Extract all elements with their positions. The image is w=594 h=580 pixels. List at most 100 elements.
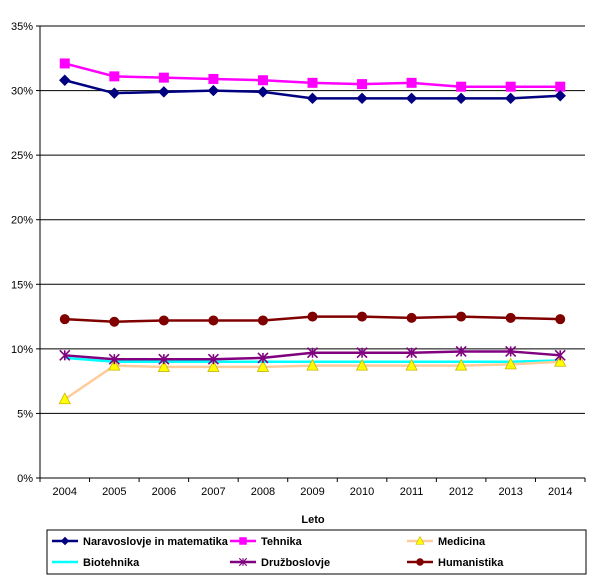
data-point (59, 314, 70, 325)
legend-label: Humanistika (438, 557, 504, 569)
legend-marker (238, 557, 248, 567)
data-point (554, 349, 566, 361)
x-tick-label: 2004 (53, 486, 77, 498)
data-point (356, 347, 368, 359)
data-point (207, 84, 220, 97)
data-point (554, 354, 567, 367)
x-tick-label: 2009 (300, 486, 324, 498)
legend-item: Medicina (407, 535, 486, 548)
legend-marker (60, 536, 70, 546)
data-point (59, 74, 71, 86)
data-point (355, 358, 369, 371)
y-tick-labels: 0% 5% 10% 15% 20% 25% 30% 35% (11, 21, 33, 485)
x-tick-label: 2011 (400, 486, 424, 498)
data-point (505, 312, 516, 323)
series-medicina (58, 354, 567, 405)
legend-label: Družboslovje (261, 557, 330, 569)
y-tick-label: 35% (11, 21, 33, 33)
series-lines (58, 58, 567, 405)
legend-label: Medicina (438, 536, 486, 548)
x-tick-label: 2012 (449, 486, 473, 498)
data-point (207, 353, 219, 365)
x-tick-label: 2013 (498, 486, 522, 498)
data-point (306, 92, 319, 105)
data-point (158, 72, 169, 83)
data-point (406, 312, 417, 323)
data-point (405, 92, 418, 105)
data-point (108, 87, 121, 99)
data-point (306, 347, 319, 359)
data-point (109, 316, 120, 327)
legend-item: Naravoslovje in matematika (52, 536, 229, 548)
x-tick-label: 2014 (548, 486, 572, 498)
y-tick-label: 0% (17, 473, 33, 485)
x-tick-label: 2005 (102, 486, 126, 498)
data-point (158, 315, 169, 326)
data-point (58, 392, 71, 405)
legend-label: Biotehnika (83, 557, 140, 569)
series-humanistika (59, 311, 566, 327)
data-point (307, 77, 318, 88)
x-tick-label: 2010 (350, 486, 374, 498)
data-point (456, 311, 467, 322)
data-point (158, 86, 170, 98)
series-dru-boslovje (59, 345, 566, 365)
data-point (455, 92, 467, 105)
legend-label: Tehnika (261, 536, 303, 548)
data-point (455, 345, 467, 358)
legend-marker (415, 535, 425, 545)
data-point (406, 347, 418, 359)
legend-marker (416, 558, 424, 566)
data-point (505, 81, 516, 92)
data-point (257, 315, 268, 326)
y-tick-label: 15% (11, 279, 33, 291)
legend: Naravoslovje in matematika Tehnika Medicin… (46, 529, 587, 575)
data-point (405, 358, 418, 371)
data-point (59, 349, 71, 361)
data-point (505, 345, 517, 358)
data-point (406, 77, 417, 88)
data-point (59, 58, 70, 69)
data-point (257, 75, 268, 86)
data-point (357, 311, 368, 322)
data-point (158, 353, 170, 365)
data-point (307, 311, 318, 322)
data-point (108, 353, 120, 365)
data-point (357, 79, 368, 90)
data-point (504, 357, 517, 370)
x-axis-title: Leto (301, 514, 325, 526)
legend-item: Tehnika (230, 536, 303, 548)
data-point (454, 358, 468, 371)
gridlines (40, 25, 585, 414)
x-tick-labels: 2004 2005 2006 2007 2008 2009 2010 2011 2012 2013… (53, 486, 573, 498)
y-tick-label: 25% (11, 150, 33, 162)
legend-item: Humanistika (407, 557, 504, 569)
data-point (456, 81, 467, 92)
x-tick-label: 2008 (251, 486, 275, 498)
data-point (256, 360, 270, 372)
axes (36, 25, 586, 482)
data-point (555, 314, 566, 325)
legend-item: Biotehnika (52, 557, 140, 569)
y-tick-label: 5% (17, 408, 33, 420)
y-tick-label: 10% (11, 344, 33, 356)
data-point (157, 360, 171, 372)
data-point (108, 358, 121, 371)
legend-item: Družboslovje (230, 557, 330, 569)
y-tick-label: 20% (11, 215, 33, 227)
data-point (356, 92, 368, 105)
data-point (208, 73, 219, 84)
data-point (306, 358, 319, 371)
legend-marker (239, 537, 247, 545)
series-tehnika (59, 58, 566, 92)
data-point (257, 352, 269, 364)
data-point (208, 315, 219, 326)
series-naravoslovje-in-matematika (59, 74, 566, 105)
data-point (555, 81, 566, 92)
data-point (554, 90, 566, 102)
legend-box (46, 529, 587, 575)
legend-label: Naravoslovje in matematika (83, 536, 229, 548)
x-tick-label: 2007 (201, 486, 225, 498)
